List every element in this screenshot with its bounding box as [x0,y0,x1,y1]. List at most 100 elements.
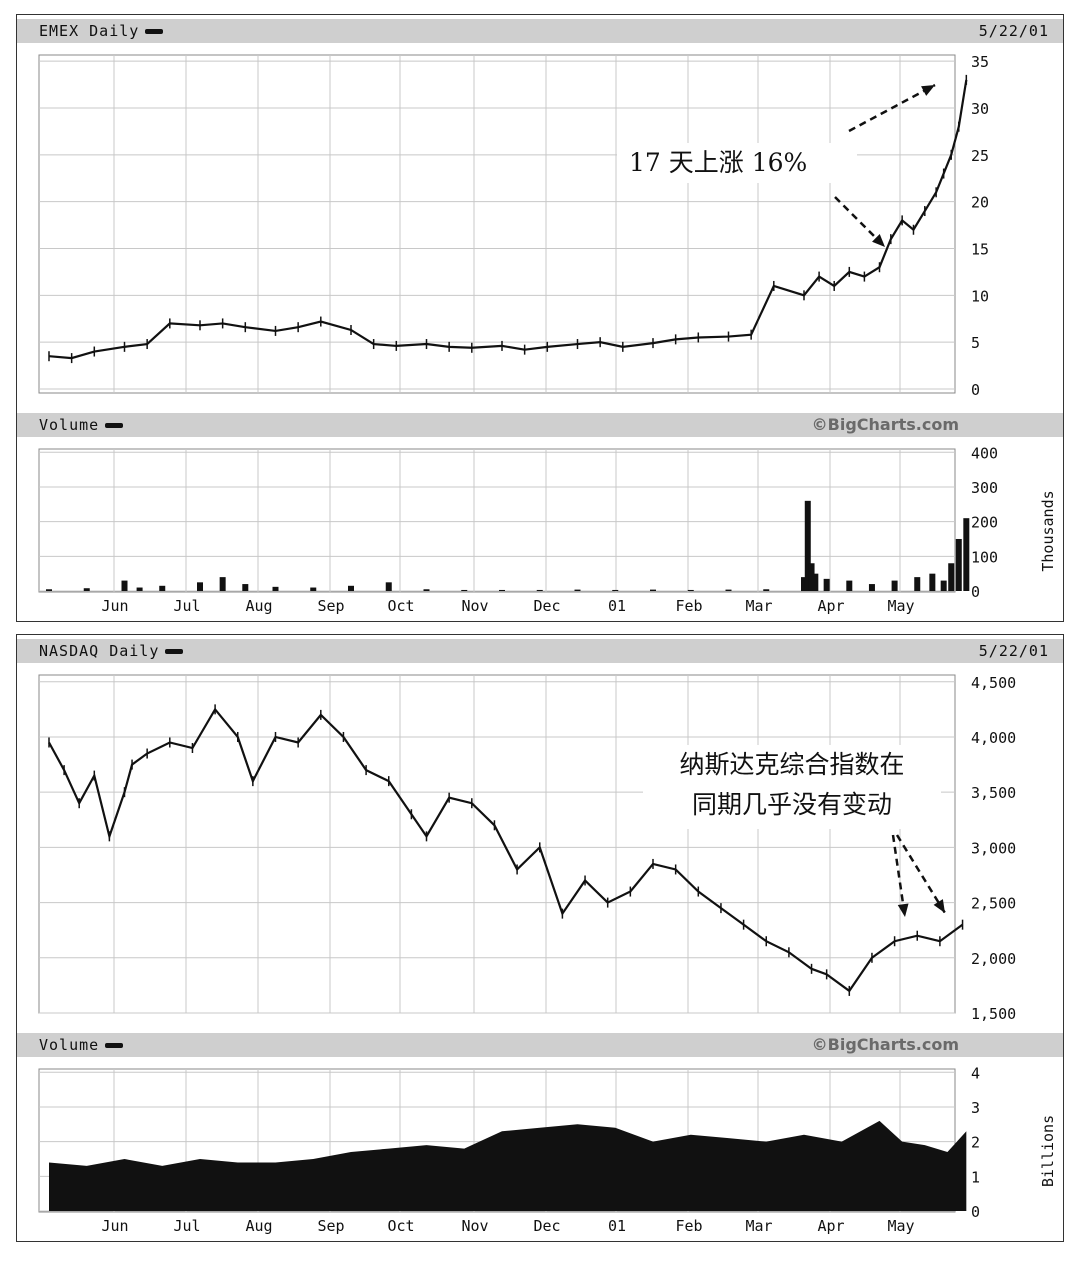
emex-vol-volume-bar [948,563,955,591]
emex-x-tick-label: Oct [387,597,414,615]
emex-vol-volume-bar [763,589,770,591]
emex-x-tick-label: 01 [608,597,626,615]
emex-vol-volume-bar [574,589,581,591]
emex-watermark: ©BigCharts.com [811,415,959,434]
emex-vol-y-tick-label: 200 [971,514,998,532]
emex-vol-y-tick-label: 0 [971,583,980,601]
emex-vol-volume-bar [725,589,732,591]
emex-vol-volume-bar [461,589,468,591]
nasdaq-vol-y-tick-label: 2 [971,1134,980,1152]
nasdaq-plot-frame [38,674,956,1014]
emex-vol-volume-bar [812,573,819,591]
emex-vol-volume-bar [801,577,807,591]
emex-chart-panel: EMEX Daily 5/22/01 Volume ©BigCharts.com… [16,14,1064,622]
emex-vol-volume-bar [385,582,392,591]
nasdaq-volume-header-bar: Volume ©BigCharts.com [17,1033,1063,1057]
nasdaq-arrow-right-head [933,899,945,913]
legend-dash-icon [165,649,184,654]
nasdaq-x-tick-label: Jun [101,1217,128,1235]
emex-vol-volume-bar [159,585,166,591]
emex-y-tick-label: 15 [971,240,989,258]
emex-y-tick-label: 20 [971,194,989,212]
emex-x-tick-label: Apr [817,597,844,615]
emex-vol-volume-bar [955,538,962,591]
nasdaq-x-tick-label: Nov [461,1217,488,1235]
nasdaq-vol-volume-area [49,1120,967,1211]
emex-vol-volume-bar [823,578,830,591]
emex-y-tick-label: 25 [971,147,989,165]
nasdaq-x-tick-label: 01 [608,1217,626,1235]
nasdaq-annotation-line2: 同期几乎没有变动 [691,790,892,819]
nasdaq-x-tick-label: Dec [533,1217,560,1235]
emex-volume-label: Volume [39,413,124,437]
nasdaq-y-tick-label: 2,500 [971,895,1016,913]
nasdaq-y-tick-label: 3,500 [971,784,1016,802]
emex-vol-volume-bar [687,589,694,591]
emex-vol-y-tick-label: 300 [971,479,998,497]
emex-vol-volume-bar [83,588,90,591]
emex-vol-volume-bar [940,580,947,591]
emex-vol-volume-bar [197,582,203,591]
emex-vol-volume-bar [612,589,619,591]
emex-y-tick-label: 5 [971,334,980,352]
nasdaq-x-tick-label: Mar [745,1217,772,1235]
nasdaq-x-tick-label: Aug [245,1217,272,1235]
emex-x-tick-label: Nov [461,597,488,615]
nasdaq-header-bar: NASDAQ Daily 5/22/01 [17,639,1063,663]
emex-x-tick-label: May [887,597,914,615]
emex-vol-volume-bar [963,518,970,591]
emex-y-tick-label: 0 [971,381,980,399]
emex-vol-plot-frame [38,448,956,593]
emex-vol-volume-bar [136,587,143,591]
emex-vol-volume-bar [46,589,52,591]
nasdaq-chart-svg: 1,5002,0002,5003,0003,5004,0004,50001234… [38,674,1057,1235]
nasdaq-annotation: 纳斯达克综合指数在 同期几乎没有变动 [643,745,941,829]
emex-x-tick-label: Dec [533,597,560,615]
nasdaq-y-tick-label: 2,000 [971,950,1016,968]
nasdaq-y-tick-label: 1,500 [971,1005,1016,1023]
nasdaq-vol-y-tick-label: 3 [971,1099,980,1117]
nasdaq-date: 5/22/01 [978,642,1049,660]
emex-chart-svg: 0 5 10 15 20 25 30 35 0 100 200 300 400 Jun Jul Aug Sep O… [38,53,1057,615]
emex-vol-volume-bar [348,585,354,591]
emex-date: 5/22/01 [978,22,1049,40]
emex-vol-volume-bar [804,500,811,591]
nasdaq-vol-y-tick-label: 1 [971,1168,980,1186]
emex-volume-header-bar: Volume ©BigCharts.com [17,413,1063,437]
legend-dash-icon [105,423,124,428]
emex-vol-y-tick-label: 400 [971,444,998,462]
emex-vol-volume-bar [423,589,430,591]
nasdaq-x-tick-label: Sep [317,1217,344,1235]
emex-arrow-top [848,83,936,133]
emex-x-tick-label: Sep [317,597,344,615]
nasdaq-volume-unit: Billions [1039,1115,1057,1187]
emex-vol-volume-bar [242,584,249,591]
nasdaq-x-tick-label: Feb [675,1217,702,1235]
emex-arrow-top-head [921,85,935,96]
nasdaq-y-tick-label: 4,500 [971,674,1016,692]
nasdaq-x-tick-label: Jul [173,1217,200,1235]
nasdaq-x-tick-label: May [887,1217,914,1235]
emex-plot-frame [38,54,956,394]
emex-y-tick-label: 30 [971,100,989,118]
emex-x-tick-label: Mar [745,597,772,615]
emex-x-tick-label: Jul [173,597,200,615]
emex-price-line [48,79,968,360]
emex-arrow-lower-head [872,234,885,247]
emex-vol-volume-bar [499,589,505,591]
emex-header-bar: EMEX Daily 5/22/01 [17,19,1063,43]
nasdaq-y-tick-label: 4,000 [971,729,1016,747]
emex-y-tick-label: 10 [971,287,989,305]
nasdaq-vol-plot-frame [38,1068,956,1213]
emex-volume-unit: Thousands [1039,490,1057,571]
nasdaq-chart-panel: NASDAQ Daily 5/22/01 Volume ©BigCharts.c… [16,634,1064,1242]
emex-y-tick-label: 35 [971,53,989,71]
emex-vol-volume-bar [914,577,921,591]
emex-vol-volume-bar [929,573,936,591]
nasdaq-arrow-left [891,834,907,918]
emex-vol-volume-bar [219,577,226,591]
nasdaq-y-tick-label: 3,000 [971,839,1016,857]
emex-vol-volume-bar [891,580,898,591]
emex-vol-volume-bar [650,589,656,591]
emex-vol-volume-bar [846,580,853,591]
